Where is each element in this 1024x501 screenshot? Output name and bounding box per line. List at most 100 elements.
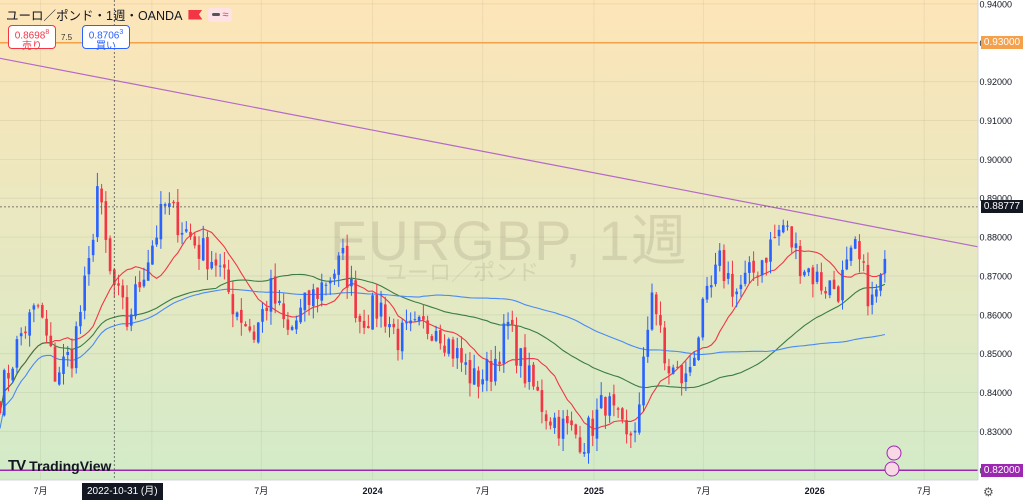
candle-body [621,408,624,420]
dash-icon [212,13,221,16]
alert-icon [886,445,902,461]
price-tick-label: 0.94000 [979,0,1012,9]
candle-body [422,316,425,320]
candle-body [159,203,163,240]
candle-body [739,284,743,290]
candle-body [794,243,798,248]
candle-body [883,258,887,274]
buy-price: 0.8706 [88,30,120,42]
candle-body [849,247,853,261]
candle-body [824,291,827,294]
candle-body [96,186,99,238]
horizontal-lines [0,42,978,472]
flag-icon[interactable] [188,9,203,20]
candle-body [760,260,764,276]
time-axis-background [0,480,1024,501]
candle-body [777,229,781,237]
time-tick-label: 2025 [584,486,604,496]
candle-body [83,275,86,311]
candle-body [489,360,493,382]
candle-body [45,318,48,336]
candle-body [383,304,387,327]
candle-body [731,273,734,297]
candle-body [295,320,298,330]
tradingview-logo[interactable]: TV TradingView [8,457,111,474]
candle-body [36,305,40,307]
alert-icons[interactable] [884,445,902,477]
candle-body [540,390,544,412]
candle-body [667,366,671,374]
indicator-toggle[interactable]: ≈ [208,7,233,22]
candle-body [100,188,103,203]
buy-button[interactable]: 0.87063 買い [82,25,130,52]
wave-icon: ≈ [222,8,229,21]
candle-body [773,237,777,239]
crosshair-price-tag: 0.88777 [981,200,1023,214]
candle-body [447,339,451,354]
candle-body [595,409,599,439]
candle-body [764,257,768,263]
candle-body [252,331,256,340]
candle-body [197,244,201,259]
candle-body [256,322,260,343]
candle-body [189,231,192,237]
candle-body [400,322,404,352]
sell-button[interactable]: 0.86988 売り [8,25,56,52]
candle-body [582,452,586,454]
candle-body [798,245,802,277]
candle-body [409,320,412,324]
candle-body [218,265,222,267]
candle-body [519,348,523,366]
price-tick-label: 0.86000 [979,310,1012,320]
price-tick-label: 0.84000 [979,388,1012,398]
resistance-price-tag: 0.93000 [981,36,1023,50]
candle-body [273,276,277,304]
candle-body [650,292,654,330]
candle-body [536,386,540,391]
candle-body [684,373,688,382]
ma_mid-line [0,273,886,414]
candle-body [62,356,65,374]
candle-body [2,370,6,416]
candle-body [451,339,455,359]
time-tick-label: 7月 [254,486,268,496]
candle-body [41,305,44,318]
candle-body [413,319,417,321]
candle-body [748,262,751,273]
sell-price-sup: 8 [45,29,50,36]
candle-body [91,239,95,256]
candle-body [138,281,142,288]
candle-body [832,279,836,289]
candle-body [709,285,713,288]
candle-body [11,368,15,381]
candle-body [637,404,641,433]
candle-body [646,329,650,357]
chart-title: ユーロ／ポンド・1週・OANDA [6,9,183,23]
candle-body [328,280,332,284]
candle-body [625,420,628,435]
buy-price-sup: 3 [119,29,124,36]
candle-body [320,282,324,301]
candle-body [417,316,421,321]
candle-body [265,307,269,311]
candle-body [15,339,19,368]
candle-body [341,247,345,254]
candle-body [278,300,281,303]
logo-text: TradingView [29,457,112,474]
candle-body [307,290,311,306]
candle-body [663,327,667,364]
candle-body [811,267,815,285]
candle-body [180,232,184,235]
candle-body [587,417,590,454]
ma_long-line [0,288,886,429]
candle-body [371,295,374,330]
candle-body [223,264,226,268]
settings-icon[interactable]: ⚙ [983,485,994,499]
candle-body [815,271,819,282]
candle-body [697,337,700,361]
candle-body [718,250,722,266]
time-tick-label: 7月 [917,486,931,496]
candle-body [7,372,10,379]
candle-body [354,280,357,319]
